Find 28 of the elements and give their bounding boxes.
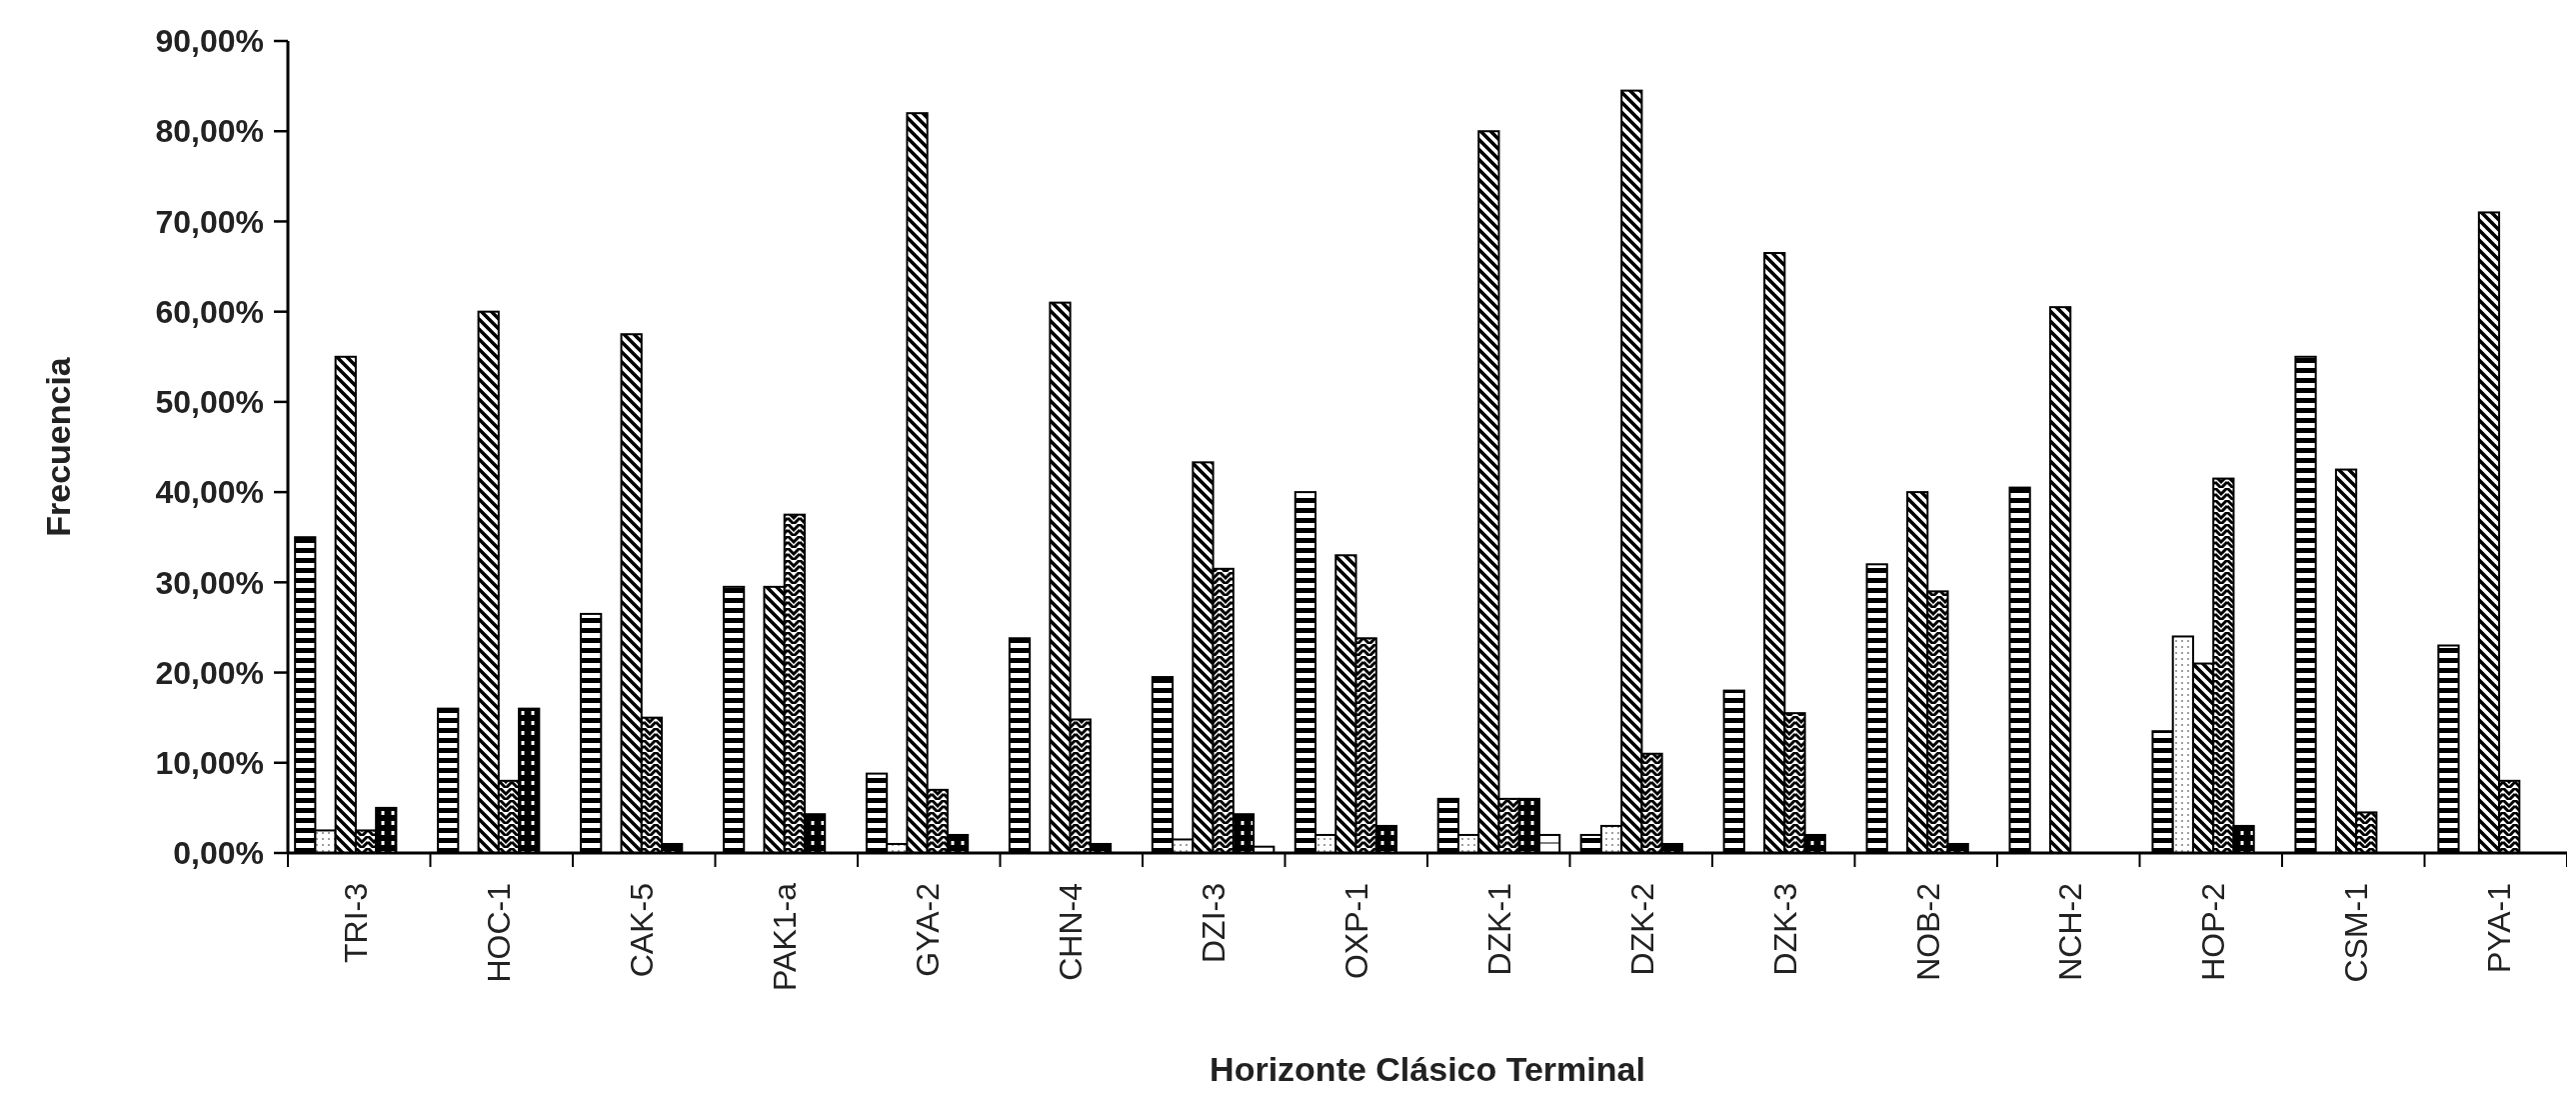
x-tick-label: OXP-1: [1337, 883, 1374, 980]
x-tick-label: CAK-5: [623, 883, 660, 978]
x-tick-label: CHN-4: [1052, 883, 1089, 981]
y-tick-label: 80,00%: [155, 113, 264, 150]
y-tick-label: 0,00%: [173, 835, 264, 872]
y-tick-label: 20,00%: [155, 654, 264, 691]
y-tick-label: 10,00%: [155, 744, 264, 781]
x-tick-label: DZI-3: [1195, 883, 1232, 963]
x-tick-label: NCH-2: [2052, 883, 2089, 981]
x-tick-label: HOP-2: [2195, 883, 2232, 981]
x-tick-label: NOB-2: [1909, 883, 1946, 981]
x-tick-label: DZK-2: [1623, 883, 1660, 976]
y-tick-label: 40,00%: [155, 474, 264, 511]
x-axis-title: Horizonte Clásico Terminal: [1210, 1050, 1645, 1088]
y-axis-title: Frecuencia: [38, 356, 77, 537]
y-tick-label: 60,00%: [155, 293, 264, 330]
x-tick-label: PYA-1: [2481, 883, 2518, 974]
y-tick-label: 70,00%: [155, 203, 264, 240]
x-tick-label: DZK-1: [1480, 883, 1517, 976]
y-tick-label: 50,00%: [155, 384, 264, 421]
x-tick-label: PAK1-a: [766, 882, 803, 991]
x-tick-label: TRI-3: [338, 883, 375, 963]
y-tick-label: 90,00%: [155, 23, 264, 60]
x-tick-label: DZK-3: [1766, 883, 1803, 976]
x-tick-label: GYA-2: [909, 883, 946, 977]
y-tick-label: 30,00%: [155, 564, 264, 601]
x-tick-label: HOC-1: [481, 883, 518, 983]
x-tick-label: CSM-1: [2338, 883, 2375, 983]
